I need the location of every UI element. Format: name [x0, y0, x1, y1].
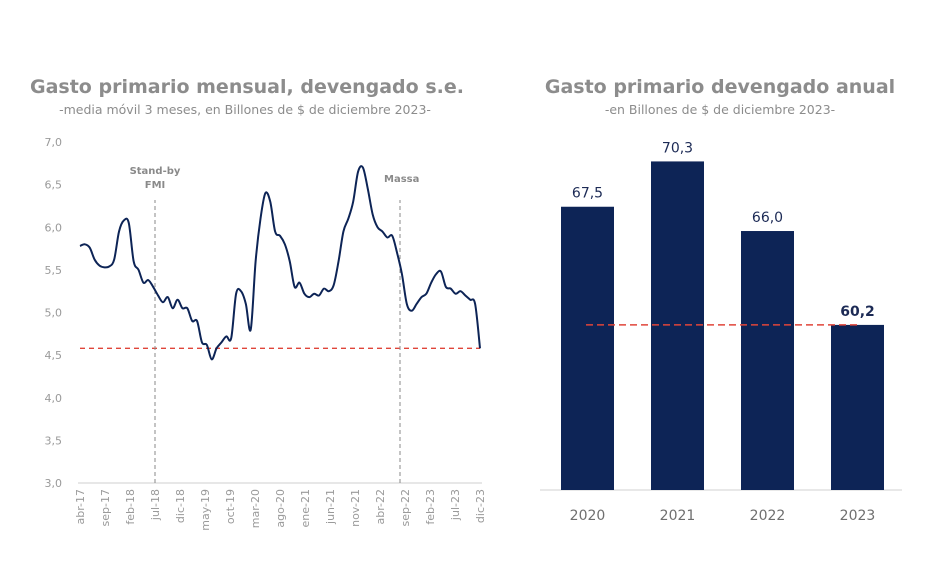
x-tick-label: dic-23 [474, 489, 487, 523]
event-marker-label: Stand-by [130, 166, 181, 177]
y-tick-label: 5,5 [45, 264, 63, 277]
y-tick-label: 7,0 [45, 136, 63, 149]
left-chart-title: Gasto primario mensual, devengado s.e. [30, 76, 464, 98]
monthly-line-chart: 3,0 3,5 4,0 4,5 5,0 5,5 6,0 6,5 7,0 abr-17 sep-17 f… [45, 136, 488, 531]
bar-value-label: 67,5 [572, 186, 603, 202]
category-label: 2022 [750, 508, 786, 524]
x-tick-label: sep-22 [399, 489, 412, 526]
event-marker-label: Massa [384, 174, 419, 185]
y-tick-label: 3,0 [45, 477, 63, 490]
event-marker-label: FMI [145, 180, 166, 191]
series-line [79, 165, 481, 361]
bar-value-label: 66,0 [752, 210, 783, 226]
x-tick-label: ene-21 [299, 489, 312, 527]
category-label: 2020 [570, 508, 606, 524]
y-tick-label: 4,0 [45, 392, 63, 405]
bar [741, 231, 794, 490]
x-tick-label: mar-20 [249, 489, 262, 528]
category-label: 2021 [660, 508, 696, 524]
y-tick-label: 3,5 [45, 434, 63, 447]
y-tick-label: 4,5 [45, 349, 63, 362]
bar-value-label: 60,2 [840, 304, 875, 320]
x-tick-label: jul-18 [149, 489, 162, 521]
x-tick-label: ago-20 [274, 489, 287, 528]
x-tick-label: oct-19 [224, 489, 237, 524]
x-tick-label: may-19 [199, 489, 212, 531]
category-label: 2023 [840, 508, 876, 524]
y-tick-label: 6,5 [45, 179, 63, 192]
x-tick-label: feb-23 [424, 489, 437, 525]
x-tick-label: abr-22 [374, 489, 387, 525]
x-tick-label: jun-21 [324, 489, 337, 525]
x-tick-label: jul-23 [449, 489, 462, 521]
right-chart-title: Gasto primario devengado anual [544, 76, 896, 98]
left-chart-subtitle: -media móvil 3 meses, en Billones de $ d… [59, 102, 431, 117]
y-tick-label: 6,0 [45, 221, 63, 234]
x-tick-label: nov-21 [349, 489, 362, 527]
x-tick-label: dic-18 [174, 489, 187, 523]
x-tick-label: abr-17 [74, 489, 87, 525]
bar [831, 324, 884, 490]
right-chart-subtitle: -en Billones de $ de diciembre 2023- [604, 102, 836, 117]
bar-value-label: 70,3 [662, 140, 693, 156]
annual-bar-chart: 67,5 2020 70,3 2021 66,0 2022 60,2 2023 [540, 140, 902, 524]
x-tick-label: sep-17 [99, 489, 112, 526]
x-tick-label: feb-18 [124, 489, 137, 525]
bar [651, 161, 704, 490]
bar [561, 206, 614, 490]
y-tick-label: 5,0 [45, 307, 63, 320]
